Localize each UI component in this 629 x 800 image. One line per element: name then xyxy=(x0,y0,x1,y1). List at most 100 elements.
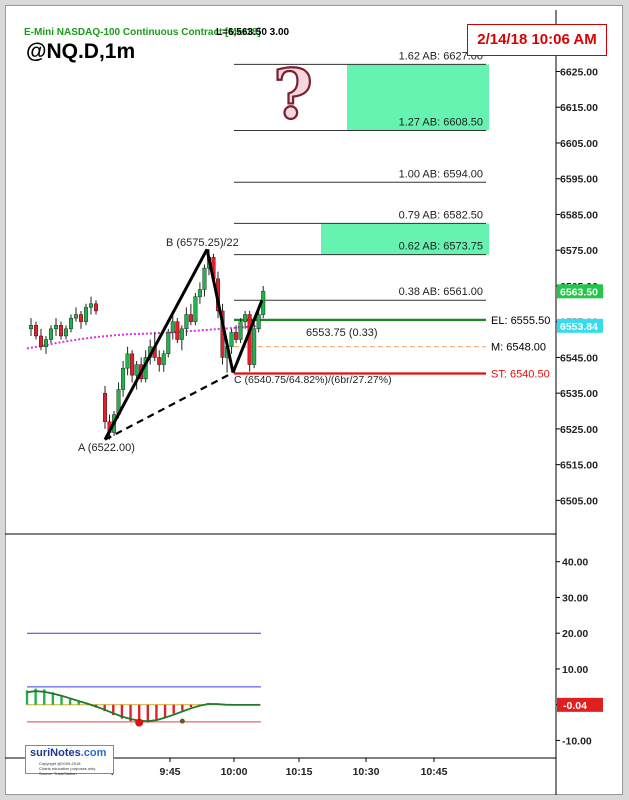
last-price-tag: 6563.50 xyxy=(560,286,598,298)
candle xyxy=(130,350,135,383)
x-tick-label: 10:00 xyxy=(221,766,248,778)
osc-signal-dot xyxy=(135,718,144,727)
candle xyxy=(243,310,248,329)
candle-body xyxy=(59,325,64,337)
candle-body xyxy=(88,303,93,308)
candle-body xyxy=(93,303,98,312)
candle-body xyxy=(125,353,130,369)
last-price-readout: L=6,563.50 3.00 xyxy=(216,27,290,38)
level-label: 1.62 AB: 6627.00 xyxy=(399,50,483,62)
candle-body xyxy=(83,307,88,322)
candle xyxy=(125,346,130,376)
osc-tick-label: 40.00 xyxy=(562,557,588,569)
candle-body xyxy=(247,314,252,365)
y-tick-label: 6605.00 xyxy=(560,138,598,150)
candle-body xyxy=(29,325,34,330)
timestamp-badge: 2/14/18 10:06 AM xyxy=(467,24,607,56)
level-label: 0.62 AB: 6573.75 xyxy=(399,241,483,253)
candle xyxy=(184,307,189,336)
x-tick-label: 9:45 xyxy=(159,766,180,778)
candle xyxy=(29,318,34,336)
target-zone xyxy=(347,64,489,131)
candle-body xyxy=(161,353,166,365)
candle-body xyxy=(197,289,202,297)
candle-body xyxy=(179,328,184,340)
candle xyxy=(78,310,83,329)
ma-price-tag: 6553.84 xyxy=(560,321,598,333)
candle-body xyxy=(238,321,243,340)
leg-ab xyxy=(103,248,209,441)
candle-body xyxy=(229,332,234,347)
logo-suffix: .com xyxy=(80,747,107,759)
candle-body xyxy=(130,353,135,376)
candle-body xyxy=(39,335,44,347)
point-a-label: A (6522.00) xyxy=(78,442,135,454)
level-label-el: EL: 6555.50 xyxy=(491,315,550,327)
candle-body xyxy=(256,314,261,330)
candle xyxy=(197,282,202,304)
candle xyxy=(229,328,234,354)
candle-body xyxy=(102,392,107,422)
osc-value-tag-bg xyxy=(557,697,603,712)
osc-tick-label: -10.00 xyxy=(562,735,592,747)
osc-signal-dot-small xyxy=(179,718,185,724)
candle-body xyxy=(73,314,78,319)
candle xyxy=(83,303,88,326)
y-tick-label: 6625.00 xyxy=(560,67,598,79)
candle xyxy=(252,321,257,369)
candle-body xyxy=(170,321,175,333)
candle-body xyxy=(202,267,207,290)
y-tick-label: 6595.00 xyxy=(560,174,598,186)
candle-body xyxy=(121,367,126,390)
candle xyxy=(63,325,68,340)
y-tick-label: 6545.00 xyxy=(560,352,598,364)
x-tick-label: 10:45 xyxy=(421,766,448,778)
candle xyxy=(202,264,207,297)
candle-body xyxy=(234,332,239,340)
candle xyxy=(238,318,243,344)
surinotes-logo: suriNotes.com Copyright @2009-2018 Chart… xyxy=(25,745,114,776)
y-tick-label: 6615.00 xyxy=(560,102,598,114)
level-label: 0.79 AB: 6582.50 xyxy=(399,209,483,221)
level-label-m: M: 6548.00 xyxy=(491,342,546,354)
osc-value-tag: -0.04 xyxy=(563,700,587,712)
candle xyxy=(234,325,239,344)
candle-body xyxy=(63,328,68,337)
candle xyxy=(39,328,44,351)
candle xyxy=(247,310,252,372)
candle-body xyxy=(166,332,171,355)
leg-cd xyxy=(231,299,264,374)
candle-body xyxy=(54,325,59,330)
point-c-label: C (6540.75/64.82%)/(6br/27.27%) xyxy=(234,374,392,386)
retracement-label: 6553.75 (0.33) xyxy=(306,327,378,339)
level-label: 1.27 AB: 6608.50 xyxy=(399,116,483,128)
leg-ac-dashed xyxy=(104,371,234,441)
candle xyxy=(68,314,73,333)
candle-body xyxy=(34,325,39,337)
candle xyxy=(157,350,162,372)
chart-frame xyxy=(5,5,623,795)
candle-body xyxy=(44,339,49,347)
x-tick-label: 10:30 xyxy=(353,766,380,778)
logo-brand: suriNotes xyxy=(30,747,81,759)
candle-body xyxy=(252,328,257,365)
y-tick-label: 6505.00 xyxy=(560,495,598,507)
candle xyxy=(170,314,175,340)
y-tick-label: 6535.00 xyxy=(560,388,598,400)
candle xyxy=(193,293,198,326)
logo-disclaimer: Charts education purposes only. xyxy=(39,766,97,771)
candle xyxy=(44,335,49,354)
moving-average-line xyxy=(26,324,261,350)
candle-body xyxy=(184,314,189,330)
y-tick-label: 6575.00 xyxy=(560,245,598,257)
chart-symbol: @NQ.D,1m xyxy=(26,40,136,63)
candle-body xyxy=(157,357,162,365)
y-tick-label: 6585.00 xyxy=(560,209,598,221)
candle xyxy=(256,310,261,333)
candle xyxy=(161,350,166,372)
candle xyxy=(54,318,59,336)
candle xyxy=(34,321,39,340)
y-tick-label: 6515.00 xyxy=(560,460,598,472)
candle-body xyxy=(134,364,139,376)
